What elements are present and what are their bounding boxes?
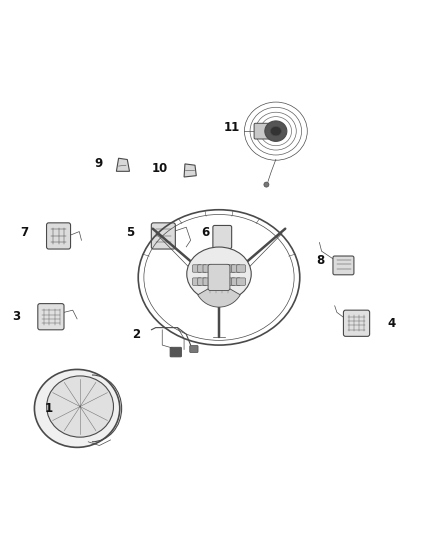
FancyBboxPatch shape [232,265,240,272]
FancyBboxPatch shape [343,310,370,336]
FancyBboxPatch shape [170,348,181,357]
Ellipse shape [270,126,281,136]
FancyBboxPatch shape [226,265,235,272]
Text: 3: 3 [12,310,20,323]
Ellipse shape [265,121,287,141]
Text: 8: 8 [316,254,325,268]
FancyBboxPatch shape [237,265,245,272]
FancyBboxPatch shape [198,265,206,272]
Text: 9: 9 [94,157,102,171]
Polygon shape [184,164,196,177]
Circle shape [264,182,269,187]
FancyBboxPatch shape [208,264,230,290]
Text: 1: 1 [45,402,53,415]
FancyBboxPatch shape [151,223,175,249]
FancyBboxPatch shape [237,278,245,285]
FancyBboxPatch shape [213,225,232,248]
FancyBboxPatch shape [198,278,206,285]
FancyBboxPatch shape [46,223,71,249]
FancyBboxPatch shape [232,278,240,285]
Wedge shape [198,282,240,307]
FancyBboxPatch shape [203,278,212,285]
FancyBboxPatch shape [333,256,354,275]
Text: 7: 7 [21,226,29,239]
Text: 2: 2 [132,328,140,341]
FancyBboxPatch shape [193,265,201,272]
FancyBboxPatch shape [203,265,212,272]
Ellipse shape [35,369,120,447]
FancyBboxPatch shape [193,278,201,285]
Ellipse shape [187,247,251,301]
Text: 5: 5 [126,226,134,239]
Text: 6: 6 [201,226,209,239]
Ellipse shape [47,376,113,437]
Polygon shape [117,158,130,171]
FancyBboxPatch shape [226,278,235,285]
Text: 4: 4 [387,317,396,330]
FancyBboxPatch shape [38,304,64,330]
FancyBboxPatch shape [254,123,274,139]
FancyBboxPatch shape [190,345,198,352]
Text: 10: 10 [152,161,168,175]
Text: 11: 11 [224,121,240,134]
